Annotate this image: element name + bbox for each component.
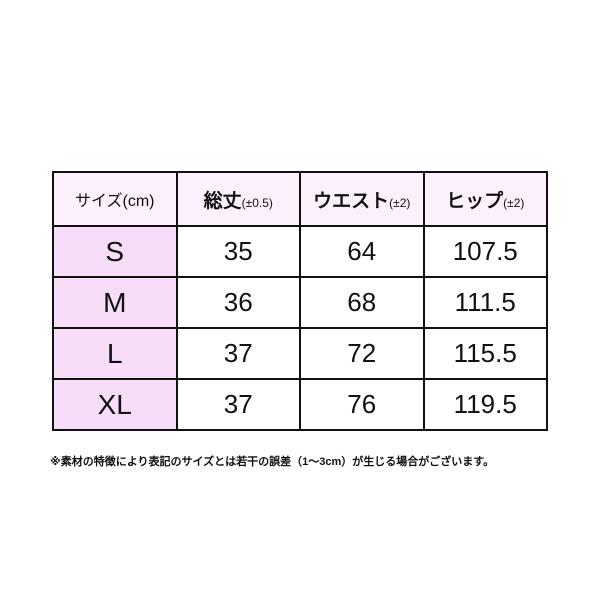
size-row: XL 37 76 119.5 [52,378,548,431]
header-note: (±0.5) [241,195,273,210]
header-cell: サイズ(cm) [52,171,178,227]
size-row: S 35 64 107.5 [52,225,548,278]
size-cell: L [52,327,178,380]
measure-cell: 72 [299,327,425,380]
measure-cell: 119.5 [422,378,548,431]
header-label: サイズ(cm) [74,193,155,210]
header-row: サイズ(cm) 総丈(±0.5) ウエスト(±2) ヒップ(±2) [52,171,548,227]
footnote: ※素材の特徴により表記のサイズとは若干の誤差（1～3cm）が生じる場合がございま… [50,456,495,468]
size-row: L 37 72 115.5 [52,327,548,380]
header-cell: ヒップ(±2) [422,171,548,227]
size-cell: S [52,225,178,278]
measure-cell: 68 [299,276,425,329]
header-label: ウエスト [313,190,390,212]
header-cell: 総丈(±0.5) [175,171,301,227]
measure-cell: 115.5 [422,327,548,380]
measure-cell: 35 [175,225,301,278]
measure-cell: 36 [175,276,301,329]
measure-cell: 37 [175,327,301,380]
size-cell: M [52,276,178,329]
measure-cell: 76 [299,378,425,431]
size-row: M 36 68 111.5 [52,276,548,329]
measure-cell: 111.5 [422,276,548,329]
measure-cell: 64 [299,225,425,278]
header-label: 総丈 [203,190,242,212]
header-note: (±2) [503,195,525,210]
measure-cell: 37 [175,378,301,431]
measure-cell: 107.5 [422,225,548,278]
header-label: ヒップ [446,190,504,212]
size-cell: XL [52,378,178,431]
size-table: サイズ(cm) 総丈(±0.5) ウエスト(±2) ヒップ(±2) S 35 64 1… [52,171,548,431]
header-note: (±2) [389,195,411,210]
header-cell: ウエスト(±2) [299,171,425,227]
